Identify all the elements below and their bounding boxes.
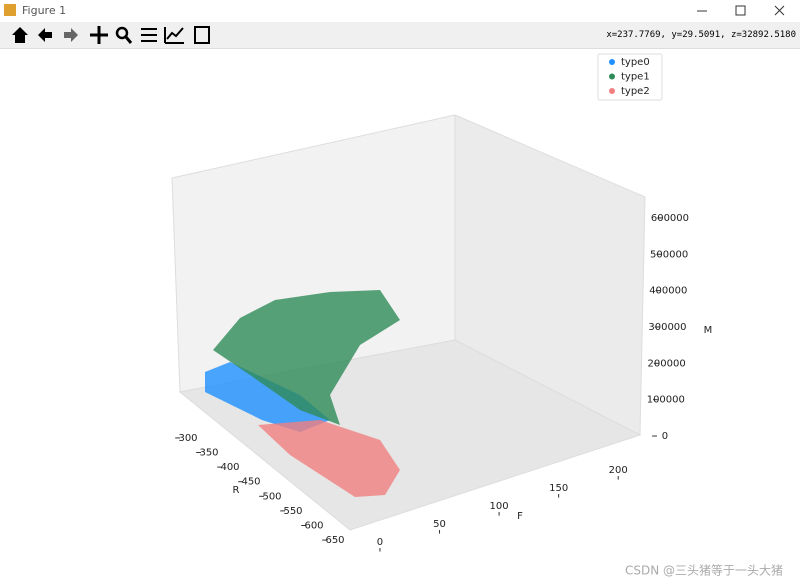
legend-marker bbox=[609, 59, 615, 65]
tick-label: 500000 bbox=[650, 249, 688, 260]
tick-label: 100 bbox=[490, 501, 509, 512]
point-cloud bbox=[258, 420, 400, 497]
legend-label: type0 bbox=[621, 57, 650, 68]
coordinate-status: x=237.7769, y=29.5091, z=32892.5180 bbox=[606, 30, 796, 40]
tick-label: 600 bbox=[304, 520, 323, 531]
window-title: Figure 1 bbox=[22, 4, 66, 17]
tick-label: 300 bbox=[178, 433, 197, 444]
close-button[interactable] bbox=[774, 5, 785, 16]
tick-label: 400000 bbox=[649, 286, 687, 297]
legend bbox=[597, 53, 663, 101]
title-bar-graphics: Figure 1 bbox=[4, 4, 785, 17]
tick-label: 50 bbox=[433, 519, 446, 530]
point-cloud bbox=[213, 290, 400, 425]
legend-label: type1 bbox=[621, 72, 650, 83]
forward-button[interactable] bbox=[64, 28, 78, 42]
title-bar: Figure 1 bbox=[0, 0, 800, 22]
subplots-button[interactable] bbox=[141, 28, 157, 42]
tick-label: 150 bbox=[549, 483, 568, 494]
tick-label: 0 bbox=[377, 537, 383, 548]
tick-label: 500 bbox=[262, 491, 281, 502]
toolbar: x=237.7769, y=29.5091, z=32892.5180 bbox=[0, 22, 800, 49]
legend-marker bbox=[609, 73, 615, 80]
axis-label: F bbox=[517, 511, 523, 522]
tick-label: 450 bbox=[241, 477, 260, 488]
tick-label: 300000 bbox=[648, 322, 686, 333]
tick-label: 400 bbox=[220, 462, 239, 473]
tick-label: 200 bbox=[609, 465, 628, 476]
back-button[interactable] bbox=[38, 28, 52, 42]
maximize-button[interactable] bbox=[735, 5, 746, 16]
tick-label: 200000 bbox=[648, 358, 686, 369]
save-button[interactable] bbox=[194, 26, 210, 44]
app-icon bbox=[4, 4, 16, 16]
legend-marker bbox=[609, 88, 615, 94]
watermark: CSDN @三头猪等于一头大猪 bbox=[625, 564, 783, 578]
tick-label: 600000 bbox=[651, 213, 689, 224]
axis-label: M bbox=[704, 325, 713, 336]
pan-button[interactable] bbox=[90, 26, 108, 44]
toolbar-icons bbox=[12, 26, 210, 44]
axis-label: R bbox=[233, 485, 240, 496]
tick-label: 650 bbox=[325, 535, 344, 546]
tick-label: 350 bbox=[199, 448, 218, 459]
home-button[interactable] bbox=[12, 27, 28, 43]
tick-label: 0 bbox=[662, 431, 668, 442]
tick-label: 100000 bbox=[647, 395, 685, 406]
tick-label: 550 bbox=[283, 506, 302, 517]
legend-label: type2 bbox=[621, 86, 650, 97]
point-cloud bbox=[205, 362, 330, 432]
edit-axis-button[interactable] bbox=[164, 27, 184, 44]
zoom-button[interactable] bbox=[115, 26, 133, 44]
